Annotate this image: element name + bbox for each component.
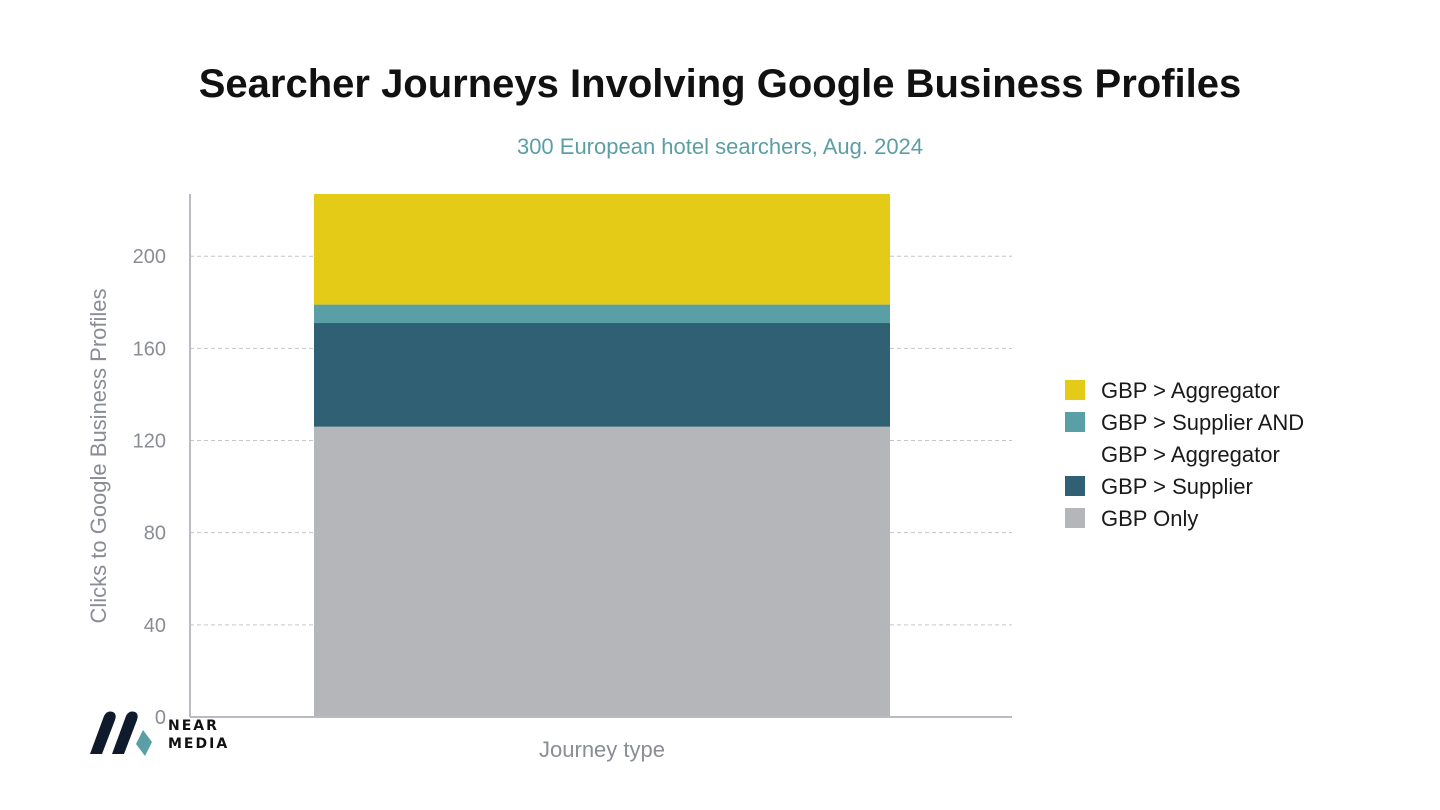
logo-wordmark: NEAR MEDIA: [168, 717, 229, 753]
bar-segment-2: [314, 323, 890, 427]
near-media-logo-mark: [90, 711, 152, 756]
legend-swatch: [1065, 380, 1085, 400]
y-tick-label: 40: [144, 615, 166, 637]
legend-item: GBP > Aggregator: [1065, 375, 1405, 407]
logo-word-media: MEDIA: [168, 736, 230, 752]
legend-item: GBP Only: [1065, 503, 1405, 535]
axes: 0 40 80 120 160 200: [133, 194, 1012, 729]
bar-segment-4: [314, 194, 890, 305]
bar-stack: [314, 194, 890, 717]
x-axis-label: Journey type: [539, 737, 665, 762]
legend-swatch: [1065, 412, 1085, 432]
y-tick-label: 200: [133, 246, 166, 268]
y-tick-label: 0: [155, 707, 166, 729]
y-tick-label: 160: [133, 338, 166, 360]
logo-word-near: NEAR: [168, 718, 219, 734]
legend-swatch: [1065, 508, 1085, 528]
y-tick-label: 120: [133, 431, 166, 453]
bar-segment-3: [314, 304, 890, 324]
legend-label: GBP > Aggregator: [1101, 378, 1280, 403]
legend-label: GBP > Supplier: [1101, 474, 1253, 499]
legend-label: GBP Only: [1101, 506, 1199, 531]
legend-swatch: [1065, 476, 1085, 496]
near-media-logo: NEAR MEDIA: [88, 708, 248, 763]
legend-item: GBP > Supplier AND GBP > Aggregator: [1065, 407, 1405, 471]
legend-item: GBP > Supplier: [1065, 471, 1405, 503]
y-tick-label: 80: [144, 523, 166, 545]
legend-label: GBP > Supplier AND GBP > Aggregator: [1101, 410, 1305, 467]
y-axis-label: Clicks to Google Business Profiles: [86, 288, 111, 623]
chart-subtitle: 300 European hotel searchers, Aug. 2024: [516, 134, 924, 159]
chart-title: Searcher Journeys Involving Google Busin…: [198, 62, 1242, 106]
legend: GBP > Aggregator GBP > Supplier AND GBP >…: [1065, 375, 1405, 535]
bar-segment-1: [314, 426, 890, 717]
